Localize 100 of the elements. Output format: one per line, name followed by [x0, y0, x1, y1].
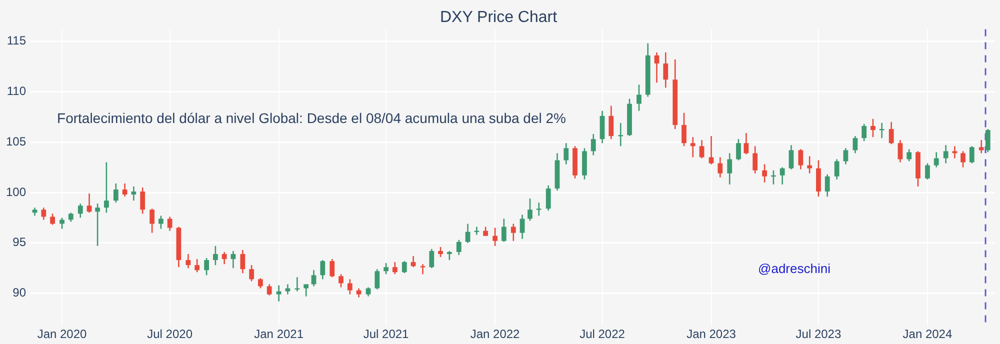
candlestick	[410, 255, 416, 268]
x-tick-label: Jul 2020	[147, 327, 193, 342]
x-tick-label: Jul 2021	[363, 327, 410, 342]
candlestick	[862, 123, 867, 142]
candlestick	[41, 206, 46, 220]
x-tick-label: Jan 2022	[470, 327, 520, 342]
candlestick	[285, 284, 290, 295]
candlestick	[608, 105, 614, 140]
candlestick	[113, 182, 118, 204]
candlestick	[429, 248, 434, 269]
candlestick	[654, 52, 660, 84]
candlestick	[438, 246, 443, 258]
candlestick	[356, 288, 362, 298]
candlestick	[167, 216, 172, 232]
candlestick	[682, 112, 686, 147]
candlestick	[898, 139, 903, 163]
candlestick	[150, 208, 154, 234]
x-tick-label: Jan 2024	[902, 327, 952, 342]
candlestick	[276, 284, 282, 302]
candlestick	[456, 239, 462, 256]
candlestick	[204, 257, 209, 276]
candlestick	[600, 110, 605, 144]
candlestick	[347, 278, 352, 295]
candlestick	[384, 262, 388, 275]
y-tick-label: 100	[6, 184, 26, 199]
x-tick-label: Jul 2023	[796, 327, 842, 342]
candlestick	[520, 214, 525, 240]
candlestick	[483, 226, 488, 237]
annotation: Fortalecimiento del dólar a nivel Global: Desde el 08/04 acumula una suba del 2%	[57, 110, 566, 126]
candlestick	[636, 84, 642, 112]
candlestick	[590, 133, 596, 156]
candlestick	[960, 150, 966, 168]
candlestick	[266, 284, 272, 296]
candlestick	[158, 215, 164, 230]
y-tick-label: 90	[12, 286, 26, 300]
candlestick	[140, 186, 146, 214]
candlestick	[392, 261, 398, 275]
candlestick	[618, 122, 624, 147]
x-tick-label: Jan 2020	[37, 327, 88, 342]
candlestick	[870, 118, 876, 138]
candlestick	[888, 121, 894, 145]
candlestick	[546, 184, 551, 212]
candlestick	[824, 174, 830, 198]
candlestick	[446, 250, 452, 261]
candlestick	[212, 245, 218, 266]
candlestick	[240, 249, 246, 274]
candlestick	[564, 142, 569, 165]
chart-title: DXY Price Chart	[440, 9, 558, 26]
candlestick	[222, 251, 227, 265]
candlestick	[374, 268, 380, 290]
candlestick	[752, 145, 758, 174]
x-tick-label: Jul 2022	[580, 327, 626, 342]
candlestick	[663, 52, 668, 88]
candlestick	[68, 212, 74, 222]
candlestick	[420, 263, 426, 275]
candlestick	[798, 148, 804, 170]
candlestick	[510, 223, 516, 242]
candlestick	[338, 274, 344, 288]
candlestick	[501, 218, 506, 243]
candlestick	[320, 259, 326, 280]
candlestick	[943, 144, 948, 164]
candlestick	[807, 156, 812, 174]
candlestick	[402, 260, 407, 274]
candlestick	[985, 128, 990, 153]
candlestick	[780, 166, 785, 186]
y-tick-label: 105	[6, 134, 26, 148]
candlestick	[934, 152, 939, 168]
candlestick	[249, 264, 254, 282]
x-tick-label: Jan 2023	[686, 327, 736, 342]
candlestick	[727, 152, 732, 186]
candlestick	[852, 135, 858, 154]
x-tick-label: Jan 2021	[254, 327, 304, 342]
candlestick	[194, 258, 200, 273]
candlestick	[969, 145, 974, 164]
candlestick	[788, 144, 794, 170]
candlestick	[736, 138, 741, 161]
candlestick	[690, 136, 696, 158]
y-tick-label: 95	[12, 235, 26, 250]
candlestick	[906, 148, 912, 162]
candlestick	[78, 202, 83, 218]
candlestick	[95, 202, 100, 247]
candlestick	[834, 158, 840, 180]
candlestick	[311, 270, 316, 287]
candlestick	[258, 278, 263, 289]
candlestick	[528, 198, 532, 222]
y-tick-label: 115	[6, 34, 26, 48]
candlestick	[952, 145, 958, 159]
annotation: @adreschini	[758, 260, 831, 276]
candlestick	[744, 132, 749, 155]
candlestick	[131, 186, 136, 202]
candlestick	[925, 162, 930, 180]
candlestick	[230, 250, 236, 269]
candlestick	[978, 139, 984, 154]
candlestick	[699, 139, 704, 159]
candlestick	[843, 148, 848, 165]
candlestick	[718, 156, 723, 178]
candlestick	[536, 202, 542, 216]
candlestick	[366, 286, 371, 298]
candlestick	[186, 253, 191, 269]
candlestick	[304, 284, 309, 298]
